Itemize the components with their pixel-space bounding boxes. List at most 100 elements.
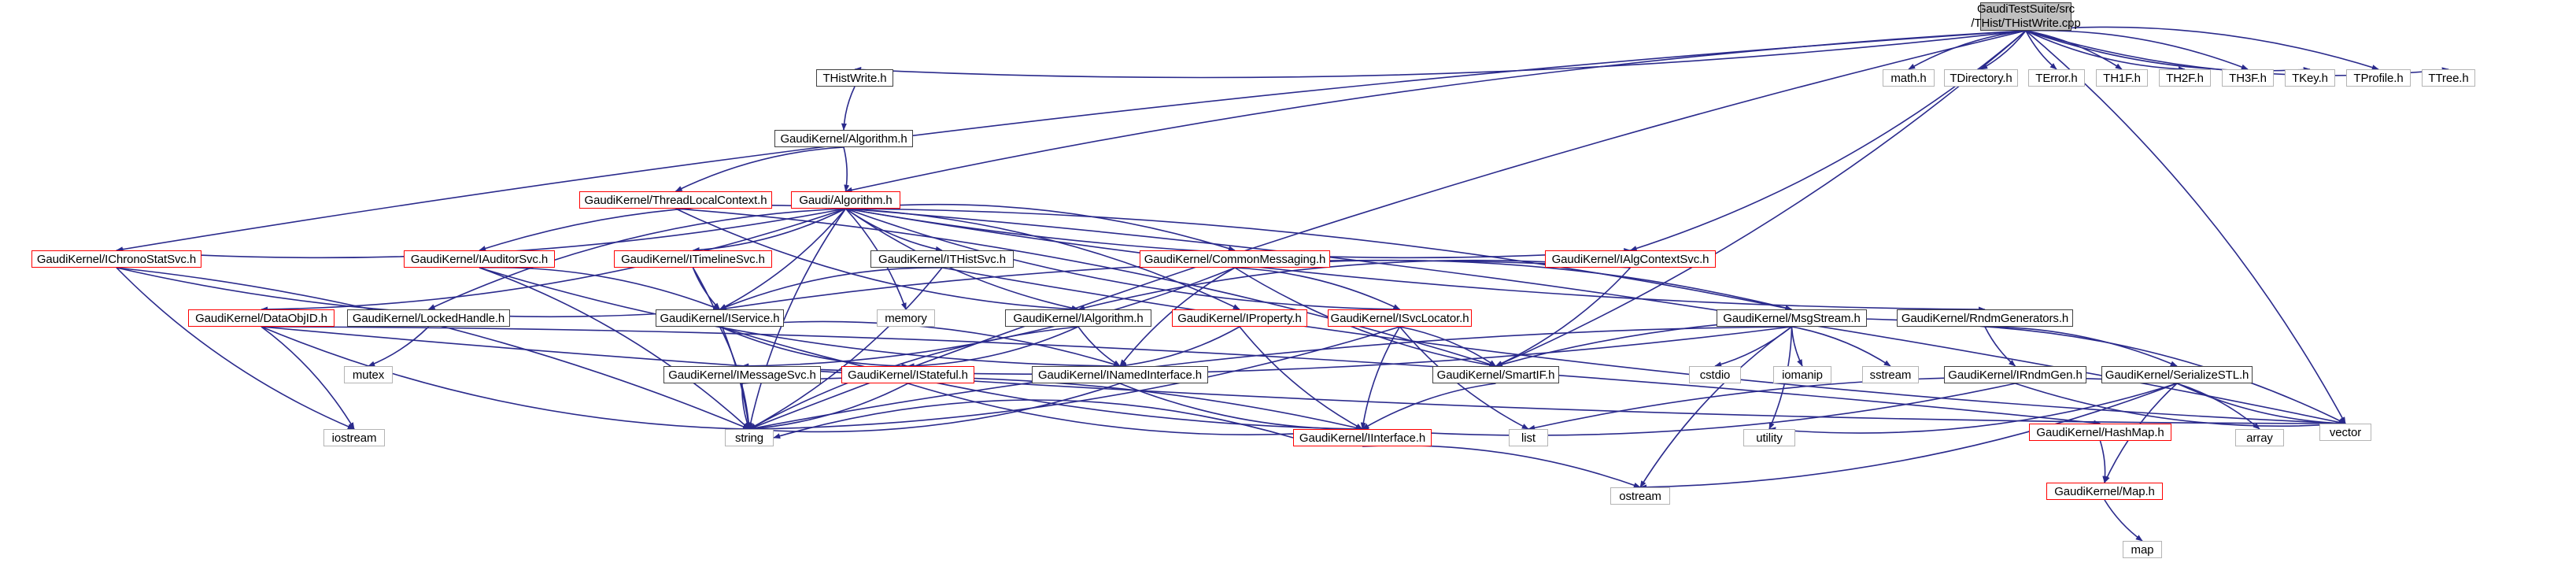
graph-edge xyxy=(1980,30,2027,70)
graph-edge xyxy=(675,208,1497,367)
graph-edge xyxy=(1399,326,1497,367)
graph-edge xyxy=(719,259,1631,312)
graph-node-hashmap[interactable]: GaudiKernel/HashMap.h xyxy=(2029,424,2171,441)
graph-edge xyxy=(2015,383,2346,428)
graph-node-lockedhandle[interactable]: GaudiKernel/LockedHandle.h xyxy=(347,309,510,327)
graph-edge xyxy=(1239,326,1363,430)
graph-edge xyxy=(845,208,1986,313)
graph-edge xyxy=(116,267,750,430)
graph-edge xyxy=(2025,26,2379,70)
graph-node-terror[interactable]: TError.h xyxy=(2028,69,2085,87)
graph-edge xyxy=(845,203,1236,251)
graph-node-imessagesvc[interactable]: GaudiKernel/IMessageSvc.h xyxy=(663,366,821,383)
graph-edge xyxy=(116,267,355,430)
graph-node-ithistsvc[interactable]: GaudiKernel/ITHistSvc.h xyxy=(870,250,1014,268)
graph-edge xyxy=(1362,383,1496,430)
graph-node-sstream[interactable]: sstream xyxy=(1862,366,1919,383)
graph-node-map[interactable]: map xyxy=(2123,541,2162,558)
graph-node-istateful[interactable]: GaudiKernel/IStateful.h xyxy=(841,366,974,383)
graph-edge xyxy=(844,30,2027,193)
graph-edge xyxy=(479,267,750,430)
graph-edge xyxy=(773,399,1294,439)
graph-node-iostream[interactable]: iostream xyxy=(323,429,385,446)
graph-node-utility[interactable]: utility xyxy=(1743,429,1795,446)
graph-node-inamedinterface[interactable]: GaudiKernel/INamedInterface.h xyxy=(1032,366,1208,383)
graph-edge xyxy=(1791,326,1803,367)
graph-node-threadlocalctx[interactable]: GaudiKernel/ThreadLocalContext.h xyxy=(579,191,772,209)
graph-node-tkey[interactable]: TKey.h xyxy=(2285,69,2335,87)
graph-node-itimelinesvc[interactable]: GaudiKernel/ITimelineSvc.h xyxy=(614,250,772,268)
graph-node-gkmap[interactable]: GaudiKernel/Map.h xyxy=(2046,483,2163,500)
graph-edge xyxy=(845,208,1401,313)
graph-edge xyxy=(261,326,355,430)
graph-edge xyxy=(748,383,908,431)
graph-edge xyxy=(719,267,943,310)
graph-node-list[interactable]: list xyxy=(1509,429,1548,446)
graph-edge xyxy=(841,86,856,131)
graph-node-th3f[interactable]: TH3F.h xyxy=(2222,69,2274,87)
graph-node-ialgorithm[interactable]: GaudiKernel/IAlgorithm.h xyxy=(1005,309,1151,327)
graph-edge xyxy=(748,208,847,430)
graph-edge xyxy=(1362,383,2016,436)
graph-node-cstdio[interactable]: cstdio xyxy=(1689,366,1741,383)
graph-node-root[interactable]: GaudiTestSuite/src /THist/THistWrite.cpp xyxy=(1971,2,2081,31)
graph-edge xyxy=(116,30,2027,253)
graph-node-serializestl[interactable]: GaudiKernel/SerializeSTL.h xyxy=(2101,366,2253,383)
graph-edge xyxy=(2176,383,2260,430)
graph-node-array[interactable]: array xyxy=(2235,429,2284,446)
graph-edge xyxy=(748,383,1121,433)
graph-edge xyxy=(1119,326,1240,368)
graph-edge xyxy=(479,267,1121,369)
graph-node-iomanip[interactable]: iomanip xyxy=(1773,366,1831,383)
graph-node-rndmgenerators[interactable]: GaudiKernel/RndmGenerators.h xyxy=(1897,309,2073,327)
graph-node-vector[interactable]: vector xyxy=(2319,424,2371,441)
graph-node-iproperty[interactable]: GaudiKernel/IProperty.h xyxy=(1172,309,1307,327)
graph-node-iauditorsvc[interactable]: GaudiKernel/IAuditorSvc.h xyxy=(404,250,555,268)
graph-node-gaudialgorithm[interactable]: Gaudi/Algorithm.h xyxy=(791,191,900,209)
graph-node-dataobjid[interactable]: GaudiKernel/DataObjID.h xyxy=(188,309,334,327)
graph-edge xyxy=(261,326,2101,426)
graph-edge xyxy=(1714,326,1792,368)
graph-edge xyxy=(2104,499,2143,542)
graph-node-memory[interactable]: memory xyxy=(877,309,935,327)
graph-node-msgstream[interactable]: GaudiKernel/MsgStream.h xyxy=(1717,309,1867,327)
graph-edge xyxy=(748,326,1079,430)
graph-node-gkalgorithm[interactable]: GaudiKernel/Algorithm.h xyxy=(774,130,913,147)
graph-edge xyxy=(748,267,943,430)
graph-node-mathh[interactable]: math.h xyxy=(1883,69,1935,87)
graph-edge xyxy=(907,326,1079,369)
graph-node-iinterface[interactable]: GaudiKernel/IInterface.h xyxy=(1293,429,1432,446)
graph-node-th2f[interactable]: TH2F.h xyxy=(2159,69,2211,87)
graph-node-ttree[interactable]: TTree.h xyxy=(2422,69,2475,87)
graph-edge xyxy=(741,267,1236,369)
graph-node-smartif[interactable]: GaudiKernel/SmartIF.h xyxy=(1432,366,1559,383)
graph-node-ostream[interactable]: ostream xyxy=(1610,487,1670,505)
graph-edge xyxy=(1495,30,2027,367)
graph-node-tprofile[interactable]: TProfile.h xyxy=(2346,69,2411,87)
graph-edge xyxy=(2099,440,2108,483)
graph-edge xyxy=(1495,267,1632,367)
graph-edge xyxy=(479,266,721,310)
graph-node-mutex[interactable]: mutex xyxy=(344,366,393,383)
graph-edge xyxy=(674,146,844,192)
graph-node-ialgcontextsvc[interactable]: GaudiKernel/IAlgContextSvc.h xyxy=(1545,250,1716,268)
graph-edge xyxy=(2025,30,2057,70)
graph-node-isvclocator[interactable]: GaudiKernel/ISvcLocator.h xyxy=(1328,309,1472,327)
graph-edge xyxy=(1984,326,2016,367)
graph-node-iservice[interactable]: GaudiKernel/IService.h xyxy=(656,309,784,327)
graph-edge xyxy=(2176,383,2346,427)
graph-node-commonmessaging[interactable]: GaudiKernel/CommonMessaging.h xyxy=(1140,250,1330,268)
graph-edge xyxy=(1234,267,1401,310)
graph-edge xyxy=(854,30,2027,79)
graph-node-string[interactable]: string xyxy=(725,429,774,446)
graph-edge xyxy=(1791,326,1891,367)
graph-edge xyxy=(1768,383,2178,434)
graph-node-tdirectory[interactable]: TDirectory.h xyxy=(1944,69,2018,87)
graph-node-th1f[interactable]: TH1F.h xyxy=(2096,69,2148,87)
graph-node-thistwriteh[interactable]: THistWrite.h xyxy=(816,69,893,87)
graph-node-irndmgen[interactable]: GaudiKernel/IRndmGen.h xyxy=(1944,366,2086,383)
graph-node-ichronostat[interactable]: GaudiKernel/IChronoStatSvc.h xyxy=(31,250,201,268)
graph-edge xyxy=(2025,30,2346,424)
graph-edge xyxy=(719,326,1363,432)
